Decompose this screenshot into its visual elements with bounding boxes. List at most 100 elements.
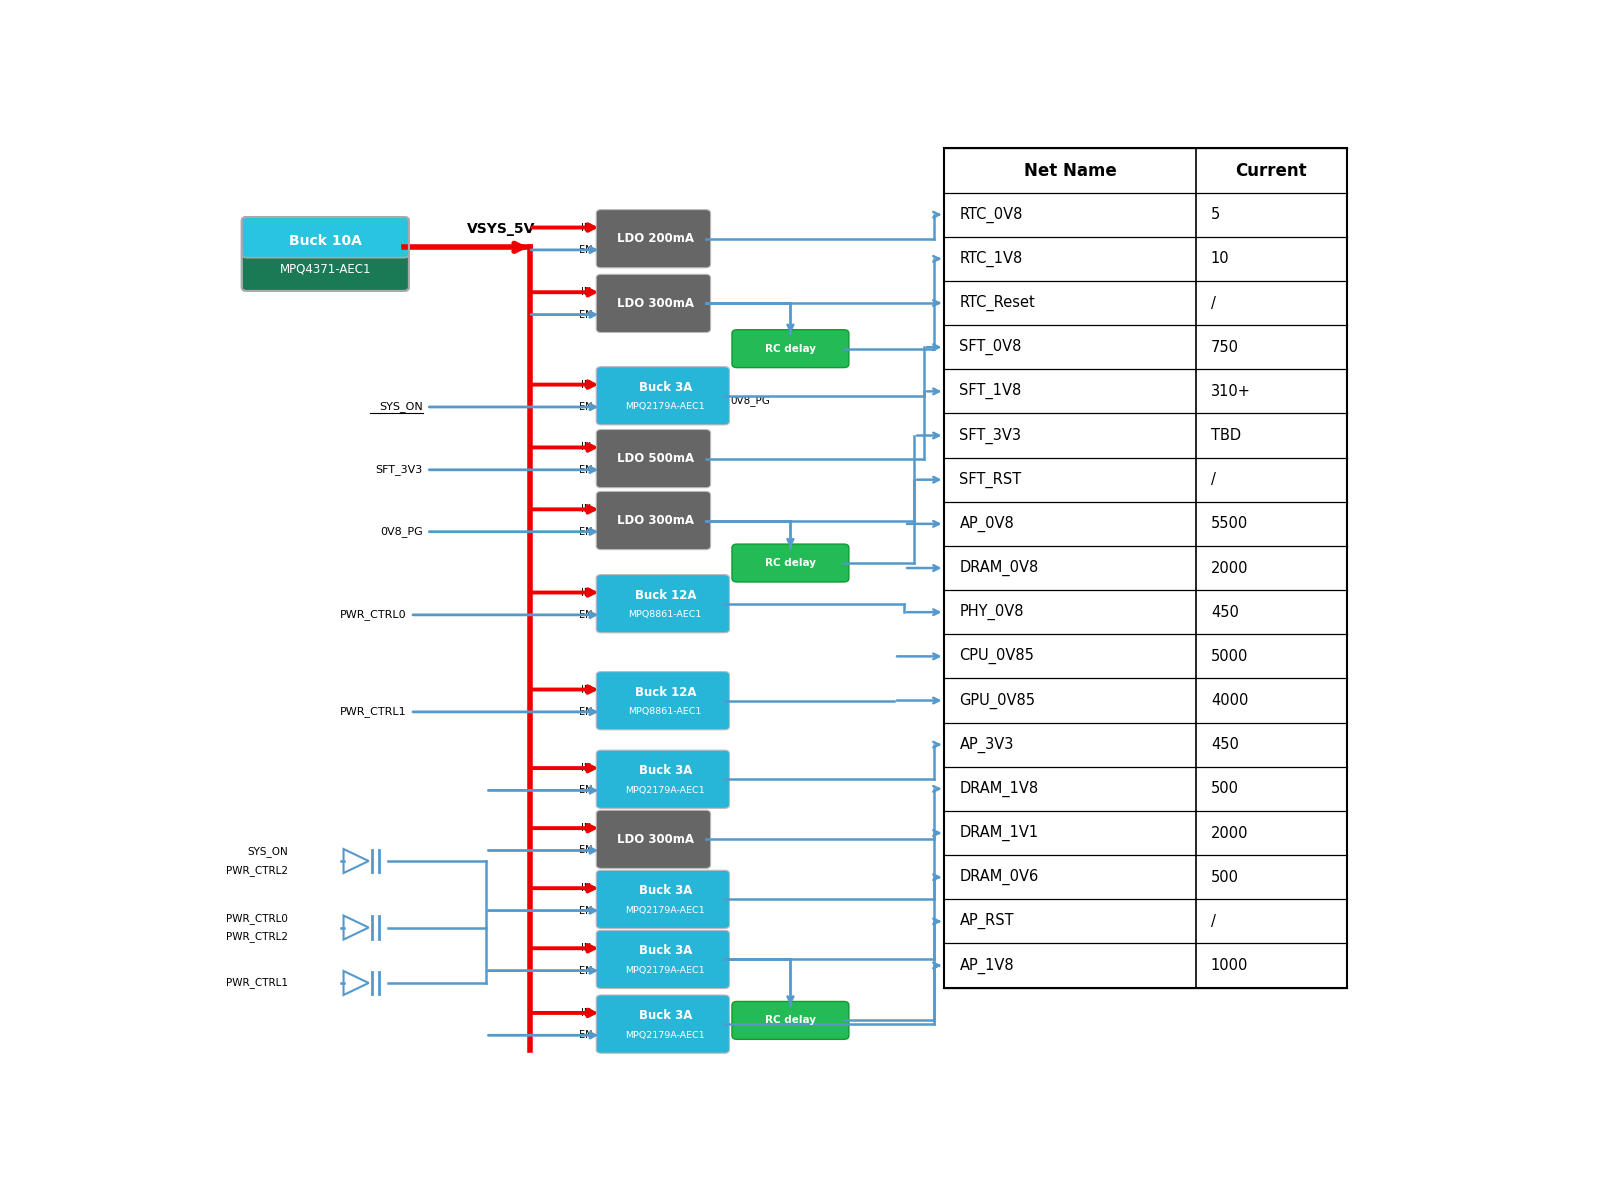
Text: LDO 300mA: LDO 300mA bbox=[616, 296, 694, 310]
FancyBboxPatch shape bbox=[597, 750, 730, 809]
FancyBboxPatch shape bbox=[597, 672, 730, 730]
Text: RC delay: RC delay bbox=[766, 1015, 816, 1026]
Text: IN: IN bbox=[581, 943, 590, 953]
Text: RTC_1V8: RTC_1V8 bbox=[960, 251, 1023, 266]
Text: 5000: 5000 bbox=[1212, 649, 1249, 664]
Text: SYS_ON: SYS_ON bbox=[248, 846, 289, 857]
Text: IN: IN bbox=[581, 684, 590, 695]
Text: 2000: 2000 bbox=[1212, 826, 1249, 840]
Text: EN: EN bbox=[579, 906, 592, 916]
Text: RC delay: RC delay bbox=[766, 343, 816, 354]
Text: PWR_CTRL0: PWR_CTRL0 bbox=[227, 913, 289, 924]
Text: DRAM_0V8: DRAM_0V8 bbox=[960, 560, 1038, 576]
FancyBboxPatch shape bbox=[597, 367, 730, 425]
Text: SFT_0V8: SFT_0V8 bbox=[960, 340, 1022, 355]
Text: Buck 12A: Buck 12A bbox=[634, 685, 696, 698]
Text: EN: EN bbox=[579, 786, 592, 796]
Text: EN: EN bbox=[579, 245, 592, 254]
Text: DRAM_1V8: DRAM_1V8 bbox=[960, 781, 1038, 797]
Text: 4000: 4000 bbox=[1212, 694, 1249, 708]
FancyBboxPatch shape bbox=[242, 251, 409, 290]
Text: SFT_1V8: SFT_1V8 bbox=[960, 383, 1022, 400]
Text: IN: IN bbox=[581, 588, 590, 598]
FancyBboxPatch shape bbox=[597, 430, 710, 487]
Text: Buck 12A: Buck 12A bbox=[634, 588, 696, 601]
Text: PWR_CTRL1: PWR_CTRL1 bbox=[225, 978, 289, 989]
FancyBboxPatch shape bbox=[597, 930, 730, 989]
Text: EN: EN bbox=[579, 1031, 592, 1040]
Text: EN: EN bbox=[579, 966, 592, 976]
Text: Buck 3A: Buck 3A bbox=[639, 944, 693, 958]
FancyBboxPatch shape bbox=[597, 575, 730, 632]
Text: IN: IN bbox=[581, 504, 590, 515]
Text: Buck 3A: Buck 3A bbox=[639, 1009, 693, 1022]
Text: DRAM_1V1: DRAM_1V1 bbox=[960, 824, 1038, 841]
Text: IN: IN bbox=[581, 222, 590, 233]
Text: Buck 3A: Buck 3A bbox=[639, 380, 693, 394]
Text: 2000: 2000 bbox=[1212, 560, 1249, 576]
Text: IN: IN bbox=[581, 379, 590, 390]
Text: 1000: 1000 bbox=[1212, 958, 1249, 973]
Text: SFT_RST: SFT_RST bbox=[960, 472, 1022, 487]
Text: Buck 3A: Buck 3A bbox=[639, 764, 693, 778]
Text: EN: EN bbox=[579, 846, 592, 856]
Text: DRAM_0V6: DRAM_0V6 bbox=[960, 869, 1038, 886]
Text: PWR_CTRL1: PWR_CTRL1 bbox=[339, 707, 407, 718]
Text: IN: IN bbox=[581, 1008, 590, 1018]
Text: /: / bbox=[1212, 472, 1216, 487]
Text: MPQ4371-AEC1: MPQ4371-AEC1 bbox=[279, 262, 371, 275]
Text: AP_3V3: AP_3V3 bbox=[960, 737, 1014, 752]
Text: LDO 200mA: LDO 200mA bbox=[616, 233, 694, 245]
Text: SFT_3V3: SFT_3V3 bbox=[960, 427, 1022, 444]
Bar bbox=[944, 149, 1346, 988]
Text: 500: 500 bbox=[1212, 870, 1239, 884]
Text: 10: 10 bbox=[1212, 251, 1229, 266]
FancyBboxPatch shape bbox=[732, 1002, 848, 1039]
FancyBboxPatch shape bbox=[732, 330, 848, 367]
Text: MPQ2179A-AEC1: MPQ2179A-AEC1 bbox=[626, 906, 706, 916]
Text: IN: IN bbox=[581, 763, 590, 773]
Text: TBD: TBD bbox=[1212, 428, 1241, 443]
Text: PWR_CTRL2: PWR_CTRL2 bbox=[225, 865, 289, 876]
Text: MPQ8861-AEC1: MPQ8861-AEC1 bbox=[629, 611, 702, 619]
Text: /: / bbox=[1212, 295, 1216, 311]
Text: IN: IN bbox=[581, 883, 590, 893]
Text: 5500: 5500 bbox=[1212, 516, 1249, 532]
Text: 0V8_PG: 0V8_PG bbox=[380, 527, 423, 538]
FancyBboxPatch shape bbox=[597, 275, 710, 332]
Text: MPQ2179A-AEC1: MPQ2179A-AEC1 bbox=[626, 402, 706, 412]
Text: MPQ2179A-AEC1: MPQ2179A-AEC1 bbox=[626, 786, 706, 794]
Text: EN: EN bbox=[579, 527, 592, 536]
Text: 0V8_PG: 0V8_PG bbox=[730, 396, 770, 407]
FancyBboxPatch shape bbox=[732, 544, 848, 582]
Text: 750: 750 bbox=[1212, 340, 1239, 355]
Text: PHY_0V8: PHY_0V8 bbox=[960, 604, 1023, 620]
Text: EN: EN bbox=[579, 310, 592, 319]
Text: LDO 300mA: LDO 300mA bbox=[616, 514, 694, 527]
Text: LDO 500mA: LDO 500mA bbox=[616, 452, 694, 466]
Text: RC delay: RC delay bbox=[766, 558, 816, 568]
Text: GPU_0V85: GPU_0V85 bbox=[960, 692, 1035, 709]
Text: AP_1V8: AP_1V8 bbox=[960, 958, 1014, 973]
FancyBboxPatch shape bbox=[597, 870, 730, 929]
Text: PWR_CTRL2: PWR_CTRL2 bbox=[225, 931, 289, 942]
Text: Buck 10A: Buck 10A bbox=[289, 234, 362, 247]
Text: AP_RST: AP_RST bbox=[960, 913, 1014, 930]
Text: SYS_ON: SYS_ON bbox=[380, 402, 423, 413]
Text: LDO 300mA: LDO 300mA bbox=[616, 833, 694, 846]
Text: RTC_Reset: RTC_Reset bbox=[960, 295, 1035, 311]
Text: 500: 500 bbox=[1212, 781, 1239, 797]
Text: IN: IN bbox=[581, 443, 590, 452]
Text: MPQ8861-AEC1: MPQ8861-AEC1 bbox=[629, 707, 702, 716]
Text: RTC_0V8: RTC_0V8 bbox=[960, 206, 1023, 223]
FancyBboxPatch shape bbox=[242, 217, 409, 258]
Text: EN: EN bbox=[579, 610, 592, 620]
Text: EN: EN bbox=[579, 464, 592, 475]
Text: /: / bbox=[1212, 914, 1216, 929]
Text: Net Name: Net Name bbox=[1023, 162, 1116, 180]
Text: SFT_3V3: SFT_3V3 bbox=[375, 464, 423, 475]
FancyBboxPatch shape bbox=[597, 210, 710, 268]
Text: IN: IN bbox=[581, 287, 590, 298]
FancyBboxPatch shape bbox=[597, 492, 710, 550]
Text: Buck 3A: Buck 3A bbox=[639, 884, 693, 898]
